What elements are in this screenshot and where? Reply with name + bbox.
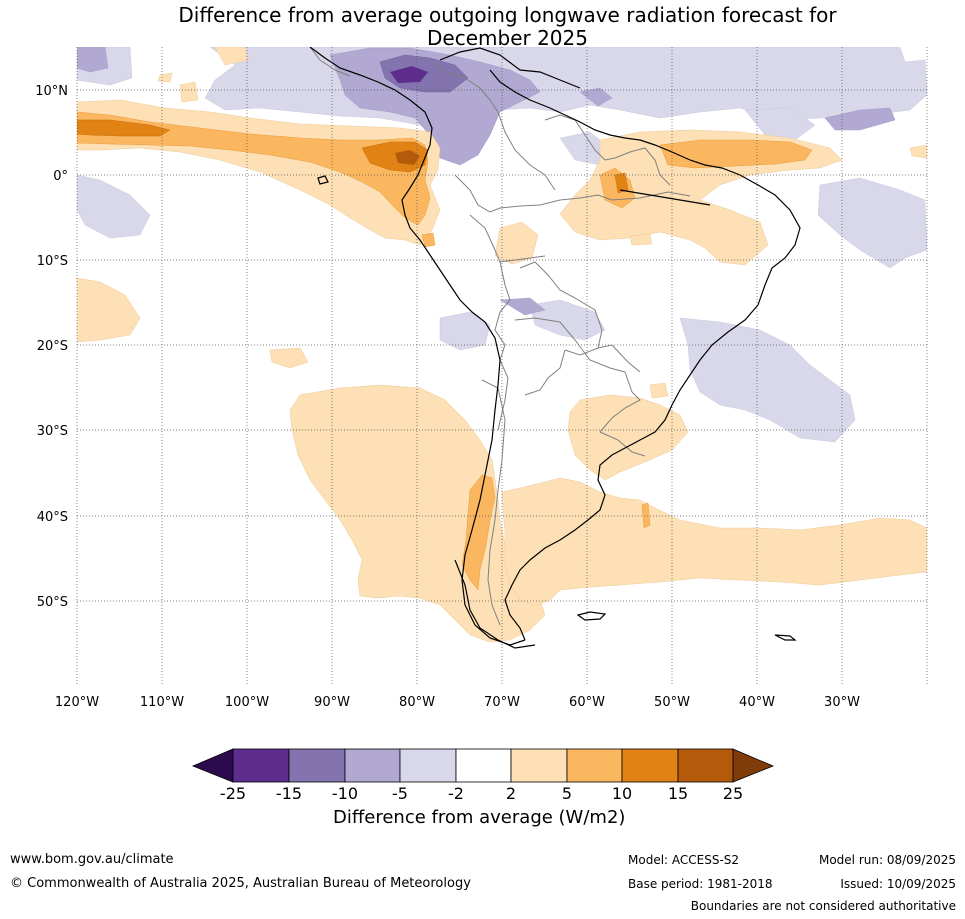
colorbar-segment-8: [621, 748, 679, 783]
lat-label-50s: 50°S: [37, 595, 68, 610]
lat-label-10n: 10°N: [35, 84, 68, 99]
colorbar-title: Difference from average (W/m2): [333, 807, 626, 828]
colorbar-segment-9: [677, 748, 734, 783]
lat-label-40s: 40°S: [37, 510, 68, 525]
lon-label-120w: 120°W: [55, 695, 99, 710]
footer-model: Model: ACCESS-S2: [628, 853, 740, 867]
lat-label-10s: 10°S: [37, 254, 68, 269]
lat-label-0: 0°: [53, 169, 68, 184]
colorbar-segment-4: [399, 748, 457, 783]
country-borders: [309, 47, 691, 626]
anomaly-darkest-orange-areas: [395, 150, 420, 165]
footer-issued: Issued: 10/09/2025: [840, 877, 956, 891]
footer-model-run: Model run: 08/09/2025: [818, 853, 956, 867]
anomaly-field: [77, 47, 927, 643]
colorbar-tick-label: -25: [220, 784, 246, 803]
colorbar-segment-7: [566, 748, 623, 783]
map-title-line2: December 2025: [427, 26, 588, 50]
footer-disclaimer: Boundaries are not considered authoritat…: [690, 899, 956, 913]
footer-copyright: © Commonwealth of Australia 2025, Austra…: [10, 876, 471, 891]
graticule: [76, 47, 928, 686]
colorbar-segment-3: [344, 748, 401, 783]
lon-label-110w: 110°W: [140, 695, 184, 710]
colorbar-tick-label: -15: [276, 784, 302, 803]
footer-website: www.bom.gov.au/climate: [10, 852, 174, 867]
anomaly-mid-orange-areas: [77, 111, 813, 591]
colorbar-segment-1: [232, 748, 290, 783]
map-title-line1: Difference from average outgoing longwav…: [178, 3, 837, 27]
colorbar-segment-5: [455, 748, 512, 783]
lon-label-50w: 50°W: [654, 695, 690, 710]
footer-base-period: Base period: 1981-2018: [628, 877, 773, 891]
colorbar-low-extend: [191, 748, 234, 783]
lon-label-80w: 80°W: [399, 695, 435, 710]
lat-label-30s: 30°S: [37, 424, 68, 439]
colorbar-tick-label: -10: [332, 784, 358, 803]
coastlines: [309, 47, 801, 649]
colorbar-tick-label: 10: [612, 784, 632, 803]
anomaly-darkest-purple-areas: [390, 66, 428, 83]
anomaly-mid-purple-areas: [77, 47, 896, 316]
colorbar-high-extend: [732, 748, 775, 783]
colorbar-tick-label: 5: [562, 784, 572, 803]
map-title: Difference from average outgoing longwav…: [0, 4, 965, 50]
latitude-labels: 10°N 0° 10°S 20°S 30°S 40°S 50°S: [35, 84, 68, 610]
lat-label-20s: 20°S: [37, 339, 68, 354]
colorbar-tick-label: 15: [668, 784, 688, 803]
lon-label-90w: 90°W: [314, 695, 350, 710]
lon-label-100w: 100°W: [225, 695, 269, 710]
colorbar-segment-6: [510, 748, 568, 783]
colorbar-segment-2: [288, 748, 346, 783]
lon-label-40w: 40°W: [739, 695, 775, 710]
longitude-labels: 120°W 110°W 100°W 90°W 80°W 70°W 60°W 50…: [55, 695, 860, 710]
colorbar-tick-label: 2: [506, 784, 516, 803]
colorbar-tick-label: -2: [448, 784, 464, 803]
colorbar: -25 -15 -10 -5 -2 2 5 10 15 25: [191, 748, 775, 803]
lon-label-30w: 30°W: [824, 695, 860, 710]
lon-label-60w: 60°W: [569, 695, 605, 710]
colorbar-tick-label: -5: [392, 784, 408, 803]
lon-label-70w: 70°W: [484, 695, 520, 710]
colorbar-tick-label: 25: [723, 784, 743, 803]
